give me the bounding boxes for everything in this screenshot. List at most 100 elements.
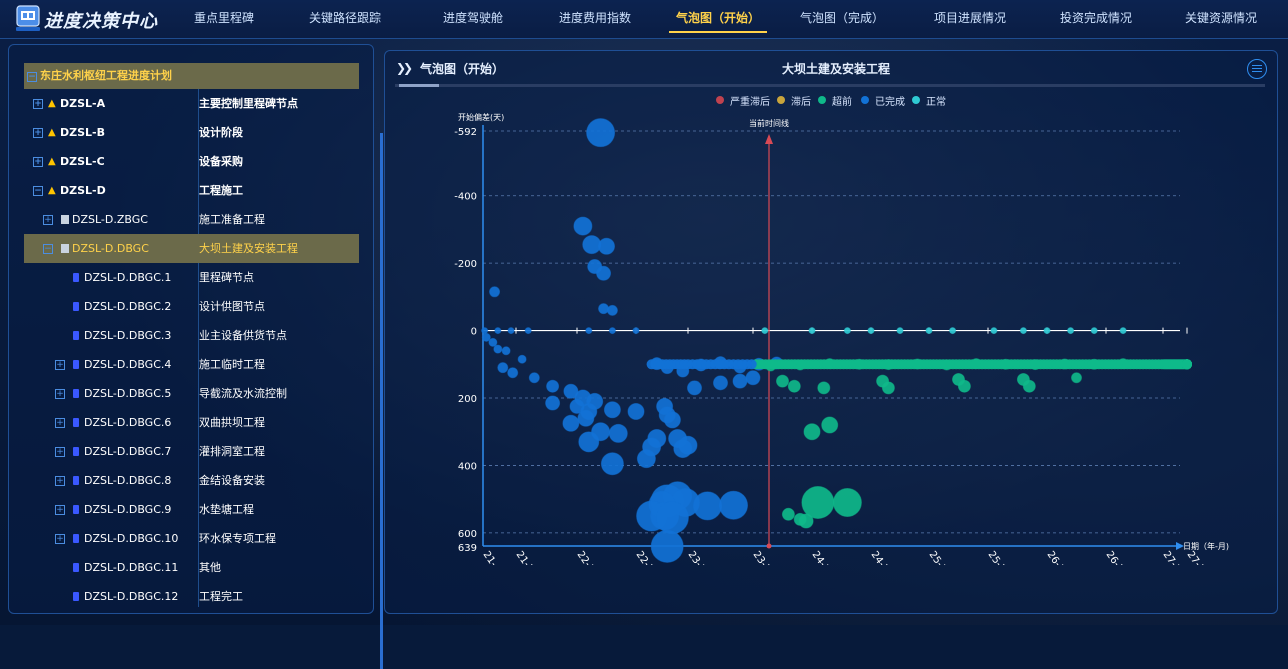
wbs-node-icon — [73, 476, 79, 485]
menu-icon[interactable] — [1247, 59, 1267, 79]
data-bubble — [745, 370, 761, 386]
y-tick-label: 600 — [458, 529, 477, 540]
row-code: DZSL-D.DBGC — [72, 242, 149, 255]
data-bubble — [990, 327, 998, 335]
data-bubble — [949, 327, 957, 335]
tab-bubble-start[interactable]: 气泡图（开始） — [669, 9, 767, 33]
expand-icon[interactable]: + — [33, 99, 43, 109]
tab-bubble-finish[interactable]: 气泡图（完成） — [800, 11, 885, 25]
data-bubble — [603, 401, 621, 419]
expand-icon[interactable]: + — [55, 418, 65, 428]
y-tick-label: 200 — [458, 394, 477, 405]
double-chevron-icon: ❯❯ — [396, 61, 413, 75]
tree-scrollbar[interactable] — [380, 133, 383, 669]
row-description: 灌排洞室工程 — [199, 445, 265, 458]
data-bubble — [562, 414, 580, 432]
expand-icon[interactable]: + — [33, 128, 43, 138]
tree-row[interactable]: + DZSL-D.DBGC.4 施工临时工程 — [24, 350, 359, 379]
data-bubble — [1022, 379, 1036, 393]
data-bubble — [497, 362, 509, 374]
tree-row[interactable]: DZSL-D.DBGC.1 里程碑节点 — [24, 263, 359, 292]
data-bubble — [798, 513, 814, 529]
wbs-node-icon — [73, 302, 79, 311]
row-description: 业主设备供货节点 — [199, 329, 287, 342]
row-description: 施工准备工程 — [199, 213, 265, 226]
tree-row[interactable]: + DZSL-D.ZBGC 施工准备工程 — [24, 205, 359, 234]
tree-row[interactable]: + DZSL-D.DBGC.5 导截流及水流控制 — [24, 379, 359, 408]
warning-triangle-icon: ▲ — [48, 98, 56, 109]
tab-key-milestones[interactable]: 重点里程碑 — [193, 11, 254, 25]
expand-icon[interactable]: + — [55, 389, 65, 399]
tab-investment-completion[interactable]: 投资完成情况 — [1059, 11, 1132, 25]
collapse-icon[interactable]: − — [43, 244, 53, 254]
data-bubble — [1043, 327, 1051, 335]
wbs-node-icon — [73, 418, 79, 427]
expand-icon[interactable]: + — [55, 360, 65, 370]
expand-icon[interactable]: + — [55, 447, 65, 457]
panel-scrollbar[interactable] — [395, 84, 1265, 87]
data-bubble — [817, 381, 831, 395]
expand-icon[interactable]: + — [33, 157, 43, 167]
tab-progress-cost-index[interactable]: 进度费用指数 — [558, 11, 631, 25]
x-tick-label: 26-7 — [1104, 549, 1126, 565]
x-tick-label: 22-1 — [575, 549, 597, 565]
row-description: 金结设备安装 — [199, 474, 265, 487]
tab-project-progress[interactable]: 项目进展情况 — [933, 11, 1006, 25]
tree-row[interactable]: + DZSL-D.DBGC.10 环水保专项工程 — [24, 524, 359, 553]
wbs-node-icon — [73, 592, 79, 601]
scrollbar-thumb[interactable] — [399, 84, 439, 87]
tree-row[interactable]: + DZSL-D.DBGC.7 灌排洞室工程 — [24, 437, 359, 466]
wbs-node-icon — [73, 331, 79, 340]
row-description: 环水保专项工程 — [199, 532, 276, 545]
row-description: 工程完工 — [199, 590, 243, 603]
data-bubble — [636, 449, 656, 469]
collapse-icon[interactable]: − — [27, 72, 37, 82]
x-tick-label: 27-1 — [1161, 549, 1183, 565]
tree-row[interactable]: + ▲ DZSL-C 设备采购 — [24, 147, 359, 176]
tree-row[interactable]: DZSL-D.DBGC.3 业主设备供货节点 — [24, 321, 359, 350]
tab-critical-path[interactable]: 关键路径跟踪 — [308, 11, 381, 25]
y-tick-label: -592 — [454, 127, 477, 138]
current-time-marker — [766, 543, 772, 549]
expand-icon[interactable]: + — [55, 505, 65, 515]
y-tick-label: 0 — [471, 327, 477, 338]
tree-row[interactable]: + ▲ DZSL-A 主要控制里程碑节点 — [24, 89, 359, 118]
tree-row[interactable]: − ▲ DZSL-D 工程施工 — [24, 176, 359, 205]
data-bubble — [585, 327, 593, 335]
row-description: 大坝土建及安装工程 — [199, 242, 298, 255]
tree-root[interactable]: − 东庄水利枢纽工程进度计划 — [24, 63, 359, 89]
tree-row[interactable]: DZSL-D.DBGC.2 设计供图节点 — [24, 292, 359, 321]
row-description: 水垫塘工程 — [199, 503, 254, 516]
x-tick-label: 25-1 — [927, 549, 949, 565]
x-tick-label: 23-7 — [751, 549, 773, 565]
expand-icon[interactable]: + — [55, 534, 65, 544]
row-code: DZSL-D.DBGC.8 — [84, 474, 172, 487]
data-bubble — [481, 327, 489, 335]
data-bubble — [501, 346, 511, 356]
legend-label: 严重滞后 — [730, 97, 770, 108]
data-bubble — [663, 411, 681, 429]
data-bubble — [606, 304, 618, 316]
data-bubble — [746, 359, 757, 370]
y-axis-label: 开始偏差(天) — [458, 112, 504, 122]
tree-row[interactable]: + DZSL-D.DBGC.6 双曲拱坝工程 — [24, 408, 359, 437]
bubble-chart: -592 -400 -200 0 200 400 600 639 开始偏差(天) 21-4 21-7… — [454, 112, 1229, 565]
tree-row[interactable]: + DZSL-D.DBGC.9 水垫塘工程 — [24, 495, 359, 524]
tab-progress-cockpit[interactable]: 进度驾驶舱 — [442, 11, 503, 25]
tree-row[interactable]: + DZSL-D.DBGC.8 金结设备安装 — [24, 466, 359, 495]
plan-tree-panel — [8, 44, 374, 614]
legend-label: 正常 — [926, 97, 946, 108]
row-code: DZSL-D.DBGC.10 — [84, 532, 179, 545]
app-logo-icon — [16, 5, 40, 31]
tab-key-resources[interactable]: 关键资源情况 — [1184, 11, 1257, 25]
tree-row[interactable]: DZSL-D.DBGC.11 其他 — [24, 553, 359, 582]
tree-row[interactable]: + ▲ DZSL-B 设计阶段 — [24, 118, 359, 147]
expand-icon[interactable]: + — [43, 215, 53, 225]
collapse-icon[interactable]: − — [33, 186, 43, 196]
expand-icon[interactable]: + — [55, 476, 65, 486]
data-bubble — [719, 490, 748, 520]
tree-row[interactable]: − DZSL-D.DBGC 大坝土建及安装工程 — [24, 234, 359, 263]
row-code: DZSL-D.DBGC.7 — [84, 445, 172, 458]
tree-row[interactable]: DZSL-D.DBGC.12 工程完工 — [24, 582, 359, 611]
wbs-node-icon — [73, 360, 79, 369]
